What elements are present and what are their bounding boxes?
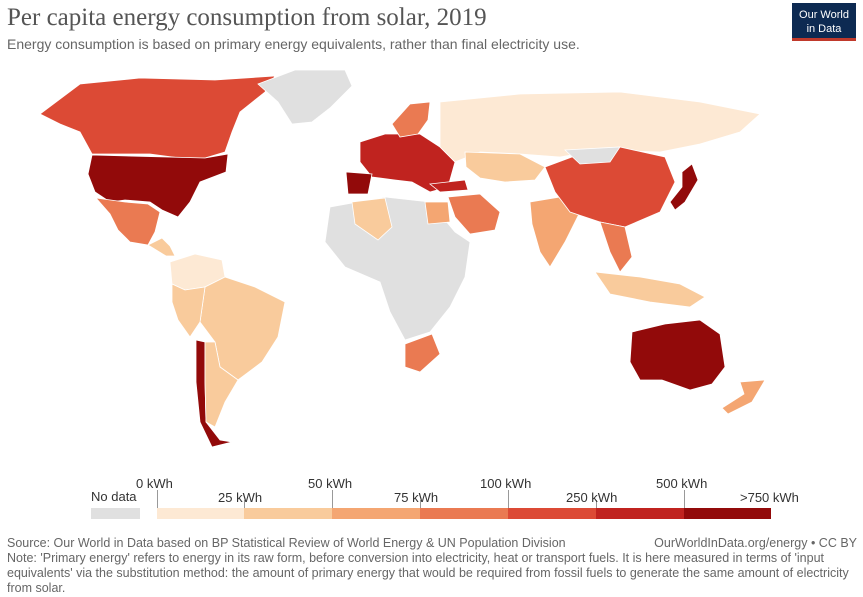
legend-tickline-3 <box>684 490 685 508</box>
region-united-states[interactable] <box>87 153 229 218</box>
legend-bin-2 <box>332 508 420 519</box>
region-central-america[interactable] <box>147 237 176 257</box>
source-url-link[interactable]: OurWorldInData.org/energy • CC BY <box>654 536 857 550</box>
region-canada[interactable] <box>39 75 276 159</box>
region-middle-east[interactable] <box>447 193 501 235</box>
legend-tickline-2 <box>508 490 509 508</box>
legend-bin-4 <box>508 508 596 519</box>
legend-tick-100kwh: 100 kWh <box>480 476 532 491</box>
region-egypt[interactable] <box>424 201 451 225</box>
legend-tick-500kwh: 500 kWh <box>656 476 708 491</box>
region-peru[interactable] <box>171 283 206 338</box>
legend-tick-250kwh: 250 kWh <box>566 490 618 505</box>
legend-tickline-5 <box>420 500 421 508</box>
source-text: Source: Our World in Data based on BP St… <box>7 536 566 550</box>
region-argentina[interactable] <box>204 341 239 428</box>
region-greenland[interactable] <box>257 69 353 125</box>
region-scandinavia[interactable] <box>391 101 431 138</box>
region-algeria[interactable] <box>351 197 393 241</box>
region-new-zealand[interactable] <box>721 379 766 415</box>
region-brazil[interactable] <box>199 276 286 381</box>
legend-tickline-1 <box>332 490 333 508</box>
chart-title: Per capita energy consumption from solar… <box>7 4 487 31</box>
footer: Source: Our World in Data based on BP St… <box>7 536 857 596</box>
region-turkey[interactable] <box>428 179 469 193</box>
world-map <box>39 69 766 448</box>
region-mexico[interactable] <box>94 197 161 246</box>
legend-bin-5 <box>596 508 684 519</box>
owid-logo[interactable]: Our World in Data <box>792 3 856 41</box>
legend-no-data-label: No data <box>91 489 137 504</box>
region-iberia[interactable] <box>345 171 373 195</box>
legend-bin-1 <box>244 508 332 519</box>
legend-tick-750kwh: >750 kWh <box>740 490 799 505</box>
legend-tick-75kwh: 75 kWh <box>394 490 439 505</box>
legend-bin-0 <box>157 508 244 519</box>
region-mongolia[interactable] <box>564 146 621 165</box>
legend-no-data-swatch <box>91 508 140 519</box>
legend-bin-6 <box>684 508 771 519</box>
region-russia[interactable] <box>439 91 761 163</box>
region-kazakhstan[interactable] <box>464 151 546 183</box>
chart-subtitle: Energy consumption is based on primary e… <box>7 36 580 52</box>
legend-tick-25kwh: 25 kWh <box>218 490 263 505</box>
map-legend: No data 0 kWh 50 kWh 100 kWh 500 kWh 25 … <box>0 470 863 530</box>
legend-tickline-4 <box>244 500 245 508</box>
legend-tickline-6 <box>596 500 597 508</box>
source-line: Source: Our World in Data based on BP St… <box>7 536 857 551</box>
region-japan[interactable] <box>669 163 699 211</box>
logo-accent-bar <box>792 38 856 41</box>
region-indonesia[interactable] <box>594 271 706 308</box>
legend-tickline-0 <box>157 490 158 508</box>
legend-tick-0kwh: 0 kWh <box>136 476 173 491</box>
region-south-africa[interactable] <box>404 333 441 373</box>
legend-tick-50kwh: 50 kWh <box>308 476 353 491</box>
logo-text-line2: in Data <box>806 23 842 35</box>
region-australia[interactable] <box>629 319 726 391</box>
legend-bin-3 <box>420 508 508 519</box>
footnote: Note: 'Primary energy' refers to energy … <box>7 551 849 595</box>
logo-text-line1: Our World <box>799 9 849 21</box>
region-southeast-asia[interactable] <box>599 221 633 273</box>
